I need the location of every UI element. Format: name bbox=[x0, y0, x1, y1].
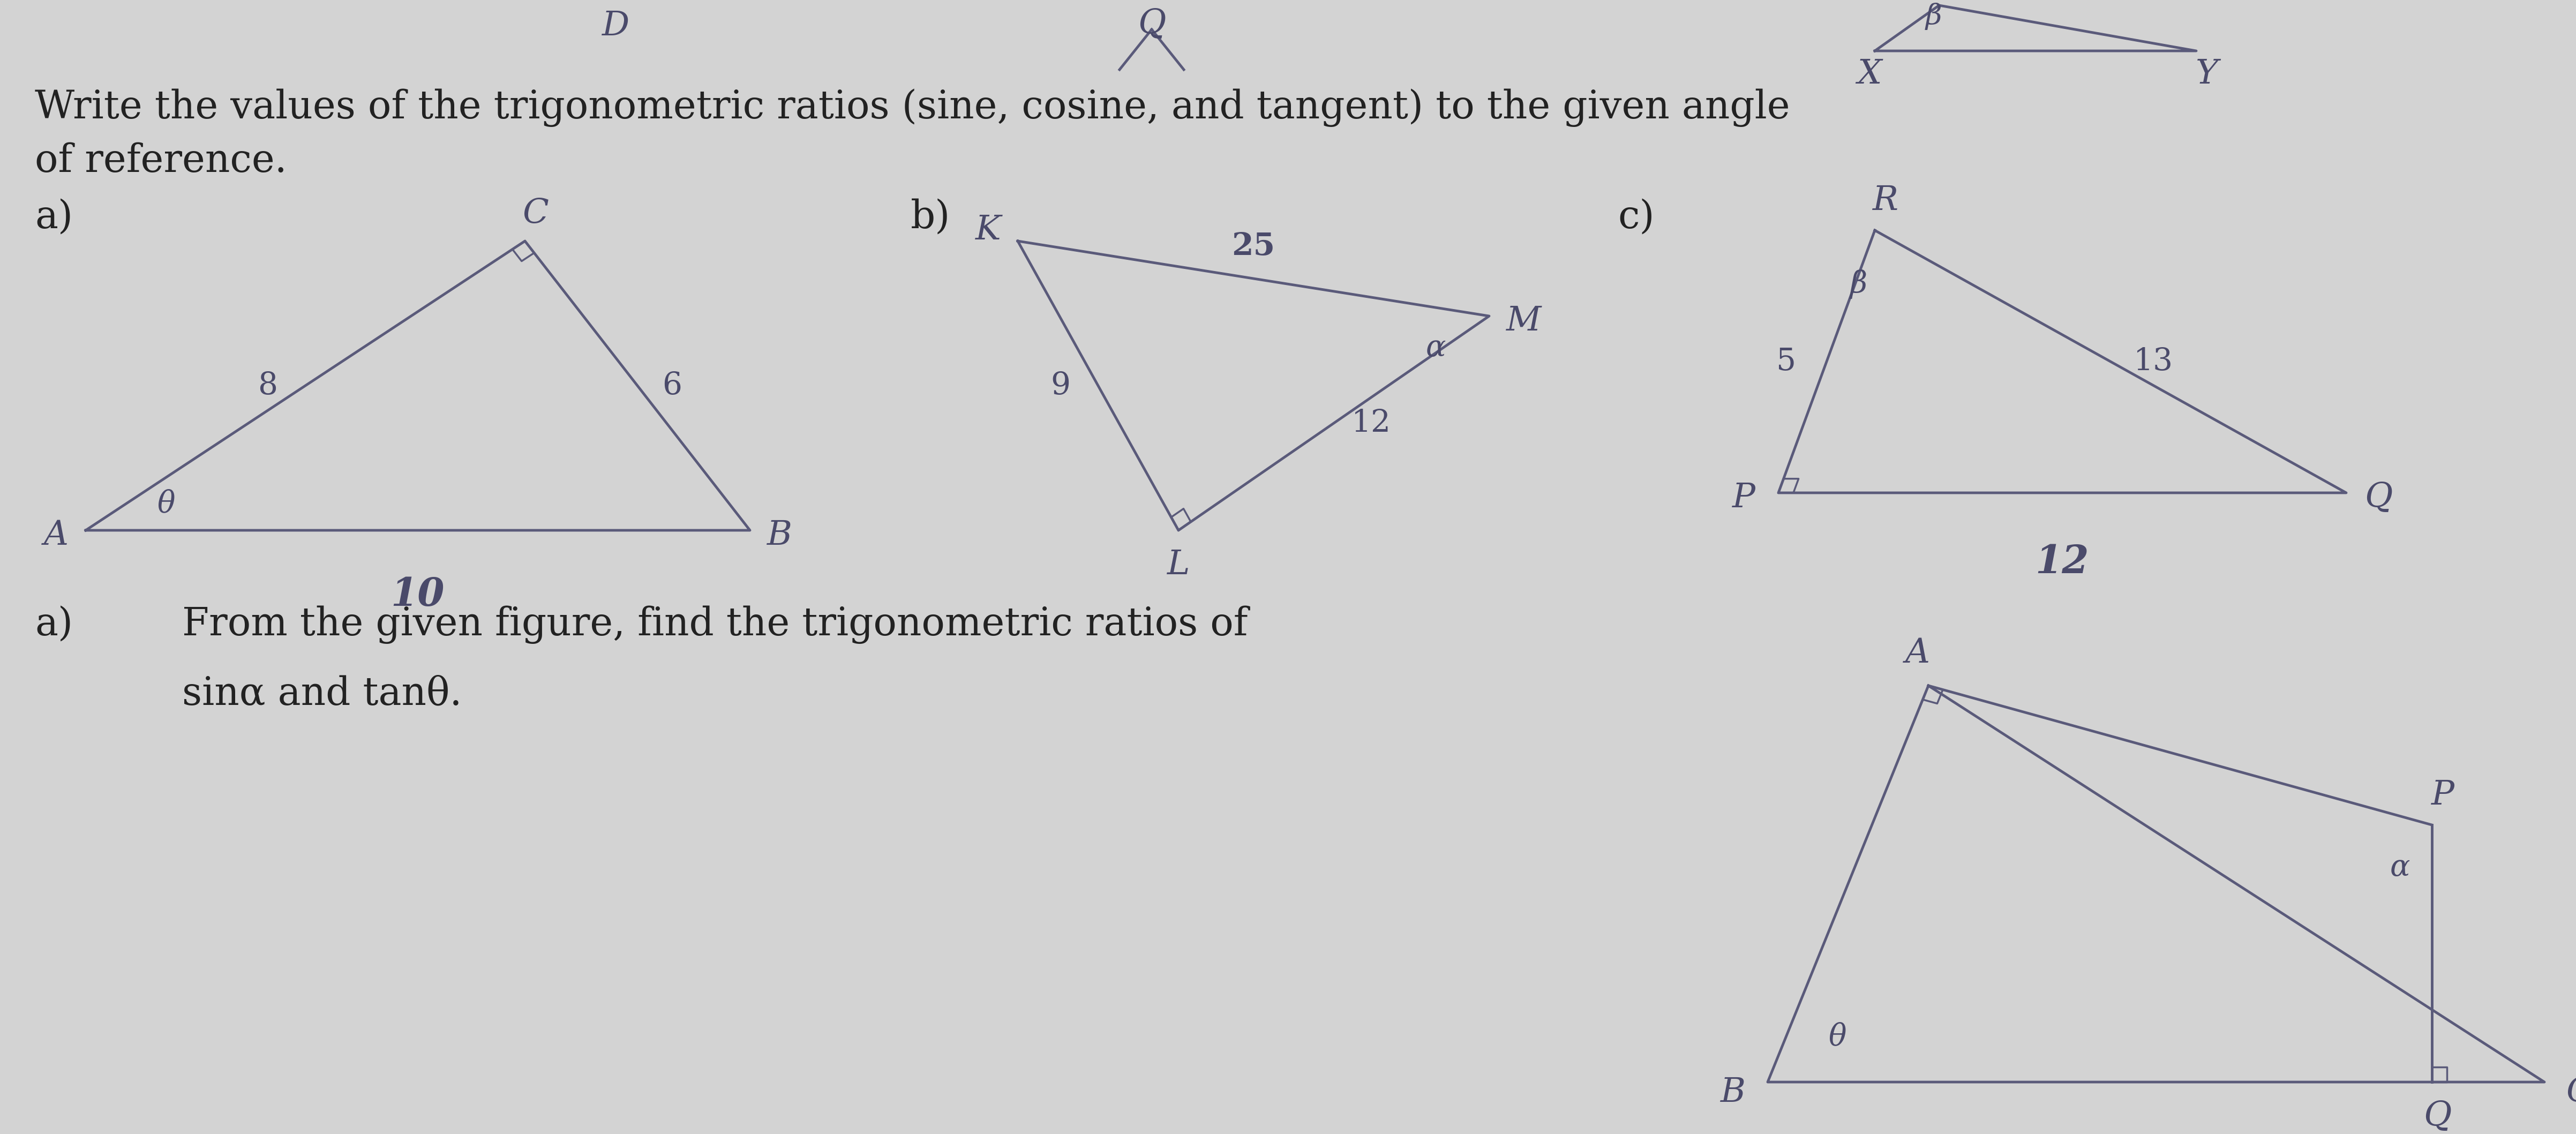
Text: α: α bbox=[1425, 333, 1445, 363]
Text: Y: Y bbox=[2195, 58, 2218, 91]
Text: a): a) bbox=[36, 606, 72, 643]
Text: sinα and tanθ.: sinα and tanθ. bbox=[183, 675, 461, 712]
Text: β: β bbox=[1850, 269, 1868, 298]
Text: 25: 25 bbox=[1231, 231, 1275, 262]
Text: D: D bbox=[603, 10, 629, 43]
Text: 9: 9 bbox=[1051, 371, 1072, 400]
Text: θ: θ bbox=[1829, 1022, 1847, 1051]
Text: C: C bbox=[523, 197, 549, 230]
Text: K: K bbox=[976, 214, 1002, 247]
Text: a): a) bbox=[36, 198, 72, 236]
Text: Q: Q bbox=[1139, 8, 1167, 41]
Text: 13: 13 bbox=[2133, 347, 2174, 376]
Text: R: R bbox=[1873, 185, 1899, 218]
Text: L: L bbox=[1167, 549, 1190, 582]
Text: Write the values of the trigonometric ratios (sine, cosine, and tangent) to the : Write the values of the trigonometric ra… bbox=[36, 88, 1790, 127]
Text: 5: 5 bbox=[1777, 347, 1795, 376]
Text: b): b) bbox=[912, 198, 951, 236]
Text: A: A bbox=[1906, 637, 1929, 670]
Text: 6: 6 bbox=[662, 371, 683, 400]
Text: of reference.: of reference. bbox=[36, 142, 286, 179]
Text: B: B bbox=[1721, 1076, 1747, 1109]
Text: 10: 10 bbox=[392, 576, 446, 613]
Text: Q: Q bbox=[2424, 1100, 2452, 1133]
Text: β: β bbox=[1927, 2, 1942, 29]
Text: 12: 12 bbox=[1352, 408, 1391, 438]
Text: c): c) bbox=[1618, 198, 1654, 236]
Text: X: X bbox=[1857, 58, 1880, 91]
Text: A: A bbox=[44, 519, 70, 552]
Text: 12: 12 bbox=[2035, 543, 2089, 582]
Text: P: P bbox=[2432, 779, 2455, 812]
Text: Q: Q bbox=[2365, 482, 2393, 515]
Text: P: P bbox=[1731, 482, 1754, 515]
Text: 8: 8 bbox=[258, 371, 278, 400]
Text: From the given figure, find the trigonometric ratios of: From the given figure, find the trigonom… bbox=[183, 606, 1247, 644]
Text: α: α bbox=[2391, 853, 2409, 882]
Text: θ: θ bbox=[157, 489, 175, 518]
Text: C: C bbox=[2566, 1076, 2576, 1109]
Text: M: M bbox=[1507, 305, 1540, 338]
Text: B: B bbox=[768, 519, 791, 552]
